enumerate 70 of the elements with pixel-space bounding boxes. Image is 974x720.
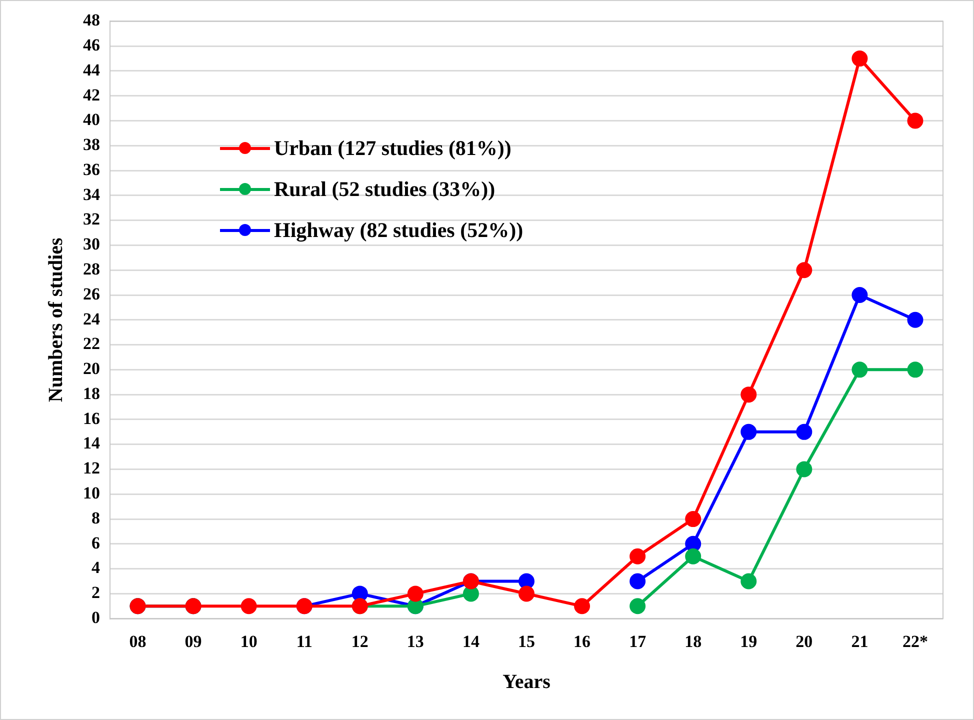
- point: [685, 548, 702, 564]
- x-tick-label: 15: [518, 632, 535, 652]
- y-tick-label: 16: [83, 408, 100, 428]
- y-tick-label: 8: [92, 508, 100, 528]
- y-tick-label: 14: [83, 434, 100, 453]
- x-tick-label: 14: [462, 632, 480, 652]
- point: [907, 312, 924, 328]
- point: [352, 586, 368, 602]
- x-tick-label: 11: [296, 632, 312, 652]
- x-tick-label: 12: [351, 632, 368, 652]
- x-tick-label: 18: [684, 632, 702, 652]
- point: [907, 362, 924, 378]
- y-tick-label: 34: [83, 184, 100, 204]
- point: [630, 573, 646, 590]
- point: [462, 586, 479, 602]
- x-tick-label: 16: [574, 632, 591, 652]
- x-tick-label: 13: [406, 632, 424, 652]
- legend-label: Urban (127 studies (81%)): [274, 136, 512, 161]
- point: [796, 262, 812, 278]
- point: [852, 362, 868, 378]
- y-tick-label: 30: [83, 234, 100, 254]
- y-tick-label: 12: [83, 458, 100, 478]
- y-tick-label: 18: [83, 384, 100, 403]
- point: [740, 424, 757, 440]
- y-tick-label: 6: [92, 533, 100, 552]
- point: [518, 573, 534, 590]
- x-tick-label: 19: [740, 632, 758, 652]
- x-tick-label: 20: [796, 632, 813, 652]
- y-tick-label: 2: [92, 583, 100, 602]
- point: [518, 586, 534, 602]
- x-tick-label: 09: [184, 632, 202, 652]
- point: [685, 536, 702, 552]
- x-tick-label: 22*: [902, 632, 928, 652]
- point: [796, 461, 812, 478]
- y-tick-label: 32: [83, 210, 100, 229]
- legend-label: Rural (52 studies (33%)): [274, 176, 496, 202]
- point: [852, 50, 868, 67]
- x-tick-label: 10: [240, 632, 258, 652]
- x-tick-label: 17: [629, 632, 647, 652]
- point: [685, 511, 702, 528]
- legend-label: Highway (82 studies (52%)): [274, 218, 524, 243]
- y-tick-label: 42: [83, 85, 100, 104]
- y-tick-label: 36: [83, 160, 100, 179]
- y-tick-label: 44: [83, 60, 100, 80]
- point: [240, 598, 257, 614]
- point: [574, 598, 590, 614]
- y-tick-label: 24: [83, 309, 100, 328]
- y-tick-label: 10: [83, 484, 100, 503]
- y-tick-label: 38: [83, 135, 100, 154]
- y-tick-label: 40: [83, 110, 100, 130]
- y-tick-label: 46: [83, 35, 100, 54]
- point: [740, 386, 757, 403]
- point: [852, 287, 868, 304]
- y-tick-label: 4: [92, 558, 100, 578]
- point: [740, 573, 757, 590]
- point: [630, 598, 646, 614]
- x-tick-label: 08: [129, 632, 146, 652]
- point: [407, 586, 424, 602]
- y-tick-label: 0: [92, 608, 100, 627]
- y-axis-title: Numbers of studies: [45, 237, 68, 402]
- x-axis-title: Years: [502, 671, 551, 694]
- y-tick-label: 28: [83, 260, 100, 279]
- y-tick-label: 20: [83, 359, 100, 378]
- point: [796, 424, 812, 440]
- y-tick-label: 22: [83, 334, 100, 354]
- x-tick-label: 21: [851, 632, 868, 652]
- point: [630, 548, 646, 564]
- point: [907, 112, 924, 129]
- y-tick-label: 26: [83, 284, 100, 304]
- y-tick-label: 48: [83, 10, 100, 30]
